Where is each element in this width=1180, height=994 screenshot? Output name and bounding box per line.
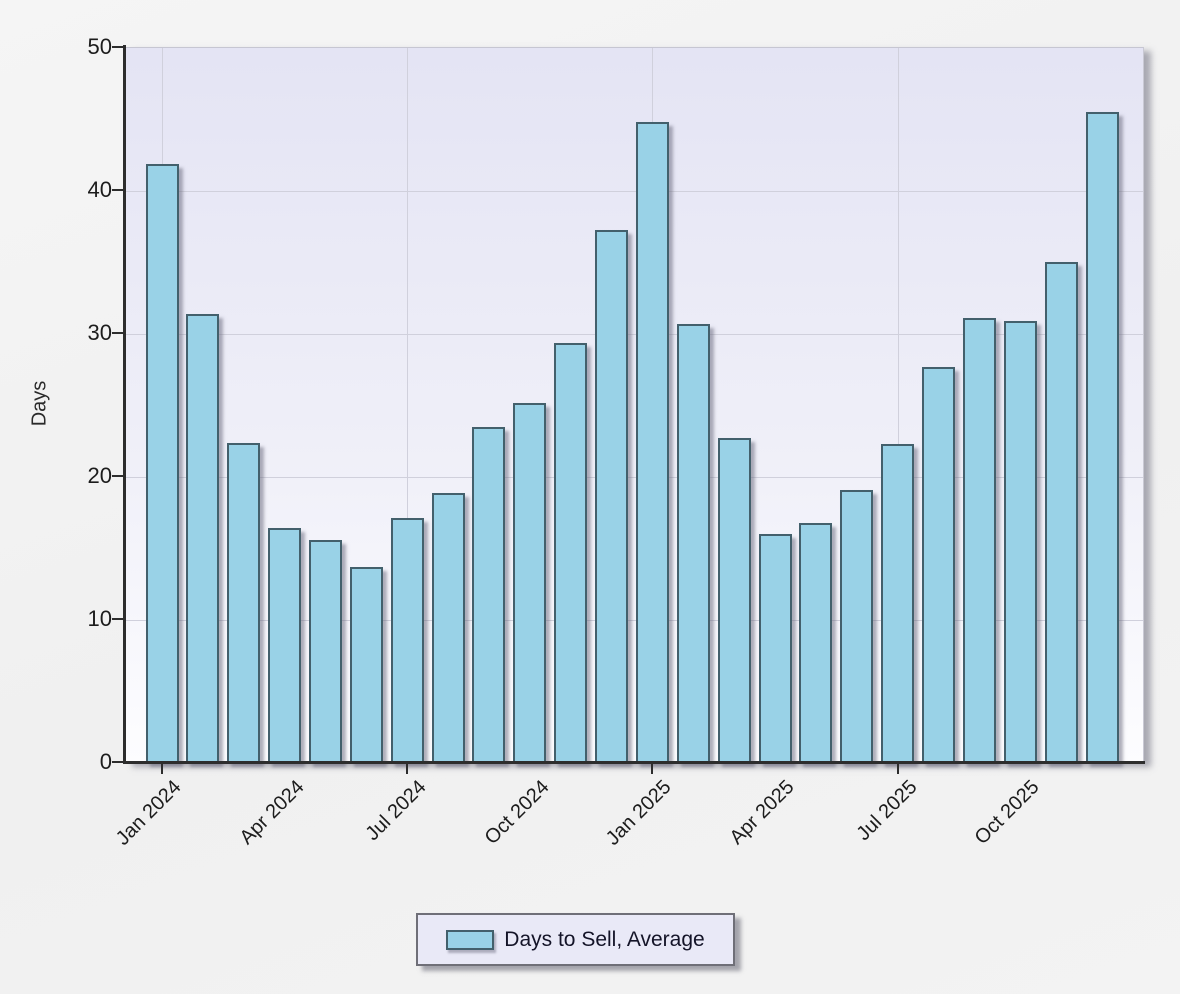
bar-nov-2024 [554, 343, 587, 763]
bar-sep-2025 [963, 318, 996, 763]
gridline-v-jul-2025 [898, 48, 899, 763]
gridline-v-jul-2024 [407, 48, 408, 763]
bar-may-2025 [799, 523, 832, 763]
plot-area [125, 47, 1144, 763]
bar-jul-2024 [391, 518, 424, 763]
y-tick-mark-40 [112, 189, 123, 191]
x-tick-label-jan-2025: Jan 2025 [601, 776, 676, 850]
bar-feb-2024 [186, 314, 219, 763]
bar-oct-2024 [513, 403, 546, 763]
bar-aug-2024 [432, 493, 465, 763]
y-tick-label-10: 10 [87, 606, 112, 631]
bar-aug-2025 [922, 367, 955, 763]
y-tick-label-50: 50 [87, 34, 112, 59]
y-tick-label-0: 0 [99, 749, 112, 774]
bar-jul-2025 [881, 444, 914, 763]
gridline-h-10 [125, 620, 1143, 621]
bar-apr-2025 [759, 534, 792, 763]
gridline-h-20 [125, 477, 1143, 478]
y-tick-label-40: 40 [87, 177, 112, 202]
bar-oct-2025 [1004, 321, 1037, 763]
y-tick-label-20: 20 [87, 463, 112, 488]
x-tick-label-jul-2025: Jul 2025 [852, 776, 922, 846]
bar-jun-2024 [350, 567, 383, 763]
x-tick-label-oct-2025: Oct 2025 [970, 776, 1044, 849]
bar-feb-2025 [677, 324, 710, 763]
x-tick-mark-jan-2024 [161, 764, 163, 774]
x-tick-label-apr-2024: Apr 2024 [235, 776, 309, 849]
bar-jan-2024 [146, 164, 179, 763]
x-tick-label-oct-2024: Oct 2024 [480, 776, 554, 849]
bar-nov-2025 [1045, 262, 1078, 763]
x-tick-mark-jul-2025 [897, 764, 899, 774]
y-tick-mark-0 [112, 761, 123, 763]
legend-label: Days to Sell, Average [504, 927, 705, 951]
x-tick-mark-jul-2024 [406, 764, 408, 774]
bar-may-2024 [309, 540, 342, 763]
x-tick-mark-jan-2025 [651, 764, 653, 774]
y-tick-label-30: 30 [87, 320, 112, 345]
bar-mar-2025 [718, 438, 751, 763]
x-tick-label-jan-2024: Jan 2024 [111, 776, 186, 850]
y-tick-mark-50 [112, 46, 123, 48]
y-axis-line [123, 45, 126, 764]
x-axis-line [123, 761, 1145, 764]
bar-mar-2024 [227, 443, 260, 763]
y-axis-title: Days [28, 380, 51, 427]
x-tick-label-jul-2024: Jul 2024 [361, 776, 431, 846]
bar-dec-2025 [1086, 112, 1119, 763]
bar-apr-2024 [268, 528, 301, 763]
x-tick-label-apr-2025: Apr 2025 [725, 776, 799, 849]
y-tick-mark-30 [112, 332, 123, 334]
y-tick-mark-10 [112, 618, 123, 620]
gridline-h-30 [125, 334, 1143, 335]
legend: Days to Sell, Average [416, 913, 735, 966]
bar-jun-2025 [840, 490, 873, 763]
legend-swatch [446, 929, 495, 950]
gridline-h-40 [125, 191, 1143, 192]
bar-sep-2024 [472, 427, 505, 763]
bar-dec-2024 [595, 230, 628, 763]
y-tick-mark-20 [112, 475, 123, 477]
bar-jan-2025 [636, 122, 669, 763]
